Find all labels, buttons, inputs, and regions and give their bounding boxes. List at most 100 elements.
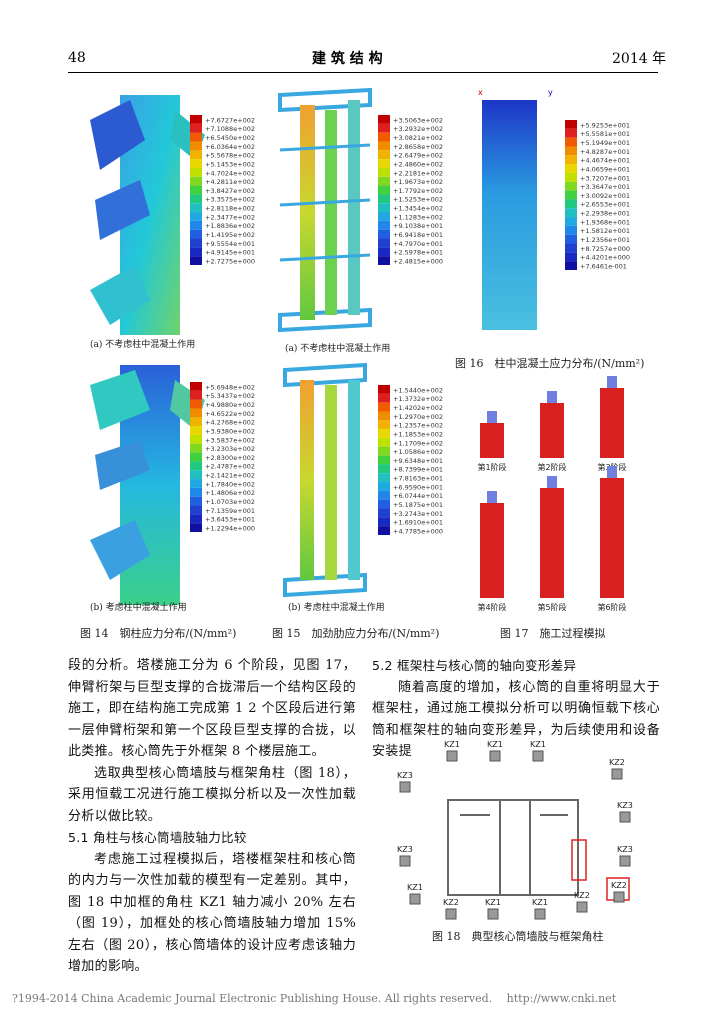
legend-label: +5.5581e+001 <box>580 130 630 138</box>
legend-label: +8.7257e+000 <box>580 245 630 253</box>
plan-label: KZ1 <box>407 883 423 892</box>
legend-label: +1.1853e+002 <box>393 430 443 438</box>
legend-label: +4.4674e+001 <box>580 157 630 165</box>
legend-swatch <box>378 455 390 465</box>
legend-label: +7.8163e+001 <box>393 475 443 483</box>
legend-label: +5.5678e+002 <box>205 152 255 160</box>
legend-label: +6.0744e+001 <box>393 492 443 500</box>
legend-swatch <box>190 150 202 160</box>
legend-swatch <box>378 229 390 239</box>
legend-label: +5.1453e+002 <box>205 160 255 168</box>
stage-label: 第6阶段 <box>597 602 626 612</box>
legend-label: +2.2938e+001 <box>580 210 630 218</box>
tower <box>540 403 564 458</box>
legend-label: +9.5554e+001 <box>205 240 255 248</box>
legend-swatch <box>378 167 390 177</box>
plan-label: KZ1 <box>485 898 501 907</box>
legend-label: +1.7840e+002 <box>205 480 255 488</box>
legend-label: +9.6348e+001 <box>393 457 443 465</box>
column-marker <box>576 901 588 913</box>
legend-label: +4.2811e+002 <box>205 178 255 186</box>
legend-swatch <box>378 176 390 186</box>
legend-swatch <box>190 115 202 124</box>
legend-swatch <box>378 446 390 456</box>
legend-label: +3.0092e+001 <box>580 192 630 200</box>
legend-swatch <box>378 411 390 421</box>
tower <box>600 388 624 458</box>
legend-swatch <box>190 505 202 515</box>
legend-swatch <box>565 164 577 173</box>
column-marker <box>613 891 625 903</box>
legend-swatch <box>378 115 390 124</box>
legend-swatch <box>190 452 202 462</box>
legend-swatch <box>190 487 202 497</box>
legend-swatch <box>378 247 390 257</box>
legend-label: +4.2768e+002 <box>205 419 255 427</box>
legend-label: +2.4815e+000 <box>393 258 443 266</box>
tower-core <box>607 376 617 388</box>
tower-core <box>547 391 557 403</box>
legend-label: +8.7399e+001 <box>393 466 443 474</box>
legend-swatch <box>190 220 202 230</box>
legend-swatch <box>190 496 202 506</box>
legend-label: +4.8287e+001 <box>580 148 630 156</box>
plan-label: KZ1 <box>444 740 460 749</box>
legend-swatch <box>378 526 390 535</box>
column-marker <box>619 811 631 823</box>
legend-label: +1.6910e+001 <box>393 519 443 527</box>
column-marker <box>611 768 623 780</box>
column-marker <box>532 750 544 762</box>
legend-label: +1.4195e+002 <box>205 231 255 239</box>
legend-label: +2.7275e+000 <box>205 258 255 266</box>
tower-core <box>547 476 557 488</box>
legend-label: +1.7792e+002 <box>393 187 443 195</box>
legend-label: +6.5450e+002 <box>205 134 255 142</box>
legend-swatch <box>190 408 202 418</box>
caption: 图 17 施工过程模拟 <box>500 627 606 640</box>
column-marker <box>446 750 458 762</box>
legend-label: +6.0364e+002 <box>205 143 255 151</box>
legend-swatch <box>190 132 202 142</box>
legend-swatch <box>565 128 577 138</box>
legend-label: +4.0659e+001 <box>580 165 630 173</box>
legend-swatch <box>190 123 202 133</box>
legend-swatch <box>190 203 202 213</box>
column-marker <box>409 893 421 905</box>
legend-label: +5.6948e+002 <box>205 383 255 391</box>
plan-label: KZ1 <box>487 740 503 749</box>
legend-swatch <box>190 479 202 488</box>
legend-swatch <box>190 229 202 239</box>
legend-label: +1.4202e+002 <box>393 404 443 412</box>
legend-label: +3.2743e+001 <box>393 510 443 518</box>
legend-label: +2.4787e+002 <box>205 463 255 471</box>
legend-swatch <box>378 203 390 213</box>
legend-swatch <box>190 185 202 195</box>
plan-label: KZ2 <box>611 881 627 890</box>
legend-swatch <box>565 181 577 191</box>
legend-swatch <box>190 399 202 409</box>
legend-label: +1.0586e+002 <box>393 448 443 456</box>
legend-swatch <box>565 208 577 218</box>
legend-label: +2.8658e+002 <box>393 143 443 151</box>
legend-label: +2.1421e+002 <box>205 472 255 480</box>
legend-label: +3.3647e+001 <box>580 183 630 191</box>
plan-label: KZ3 <box>617 845 633 854</box>
paragraph: 考虑施工过程模拟后，塔楼框架柱和核心筒的内力与一次性加载的模型有一定差别。其中，… <box>68 851 356 975</box>
column-marker <box>399 781 411 793</box>
legend-swatch <box>190 212 202 221</box>
legend-swatch <box>378 473 390 483</box>
legend-swatch <box>378 212 390 221</box>
column-marker <box>487 908 499 920</box>
column-marker <box>619 855 631 867</box>
legend-label: +4.9145e+001 <box>205 249 255 257</box>
legend-swatch <box>190 167 202 177</box>
left-column: 段的分析。塔楼施工分为 6 个阶段，见图 17，伸臂桁架与巨型支撑的合拢滞后一个… <box>68 655 356 978</box>
tower-core <box>487 411 497 423</box>
section-heading: 5.1 角柱与核心筒墙肢轴力比较 <box>68 830 247 845</box>
legend-swatch <box>378 482 390 491</box>
legend-swatch <box>190 523 202 532</box>
tower <box>600 478 624 598</box>
legend-swatch <box>565 199 577 209</box>
plan-label: KZ3 <box>617 801 633 810</box>
